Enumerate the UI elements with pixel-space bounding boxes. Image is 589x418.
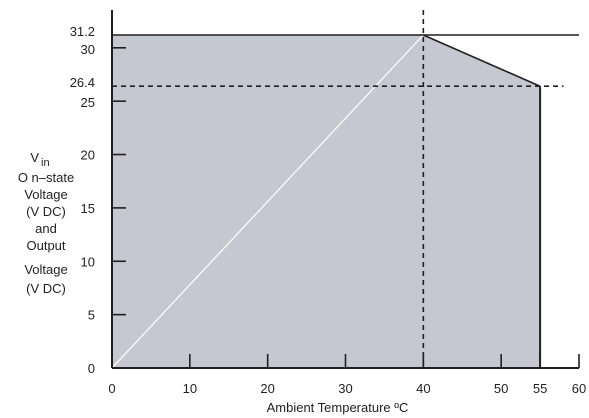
x-tick-label: 50 bbox=[494, 381, 508, 396]
y-axis-title-line: Voltage bbox=[24, 187, 67, 202]
x-tick-label: 20 bbox=[260, 381, 274, 396]
derating-slope-line bbox=[423, 34, 541, 87]
y-axis-title-line: (V DC) bbox=[26, 204, 66, 219]
y-tick-label: 5 bbox=[88, 308, 95, 323]
x-tick-label: 60 bbox=[572, 381, 586, 396]
y-tick-label: 15 bbox=[81, 201, 95, 216]
x-tick-label: 55 bbox=[533, 381, 547, 396]
y-tick-label-special: 26.4 bbox=[70, 75, 95, 90]
operating-region bbox=[112, 35, 541, 368]
x-tick-label: 0 bbox=[108, 381, 115, 396]
y-axis-title-line: Voltage bbox=[24, 262, 67, 277]
y-tick-label-special: 31.2 bbox=[70, 24, 95, 39]
x-tick-label: 10 bbox=[183, 381, 197, 396]
y-axis-title-line: O n–state bbox=[18, 170, 74, 185]
y-axis-title-subscript: in bbox=[41, 157, 50, 169]
x-tick-label: 40 bbox=[416, 381, 430, 396]
diagonal-line bbox=[111, 34, 424, 369]
y-tick-label: 0 bbox=[88, 361, 95, 376]
x-tick-label: 30 bbox=[338, 381, 352, 396]
y-tick-label: 25 bbox=[81, 95, 95, 110]
y-tick-label: 20 bbox=[81, 148, 95, 163]
y-axis-title-line: Output bbox=[26, 238, 65, 253]
y-tick-label: 30 bbox=[81, 42, 95, 57]
y-tick-label: 10 bbox=[81, 254, 95, 269]
y-axis-title-line: (V DC) bbox=[26, 281, 66, 296]
x-axis-title: Ambient Temperature ºC bbox=[267, 400, 409, 415]
y-axis-title-line: and bbox=[35, 221, 57, 236]
